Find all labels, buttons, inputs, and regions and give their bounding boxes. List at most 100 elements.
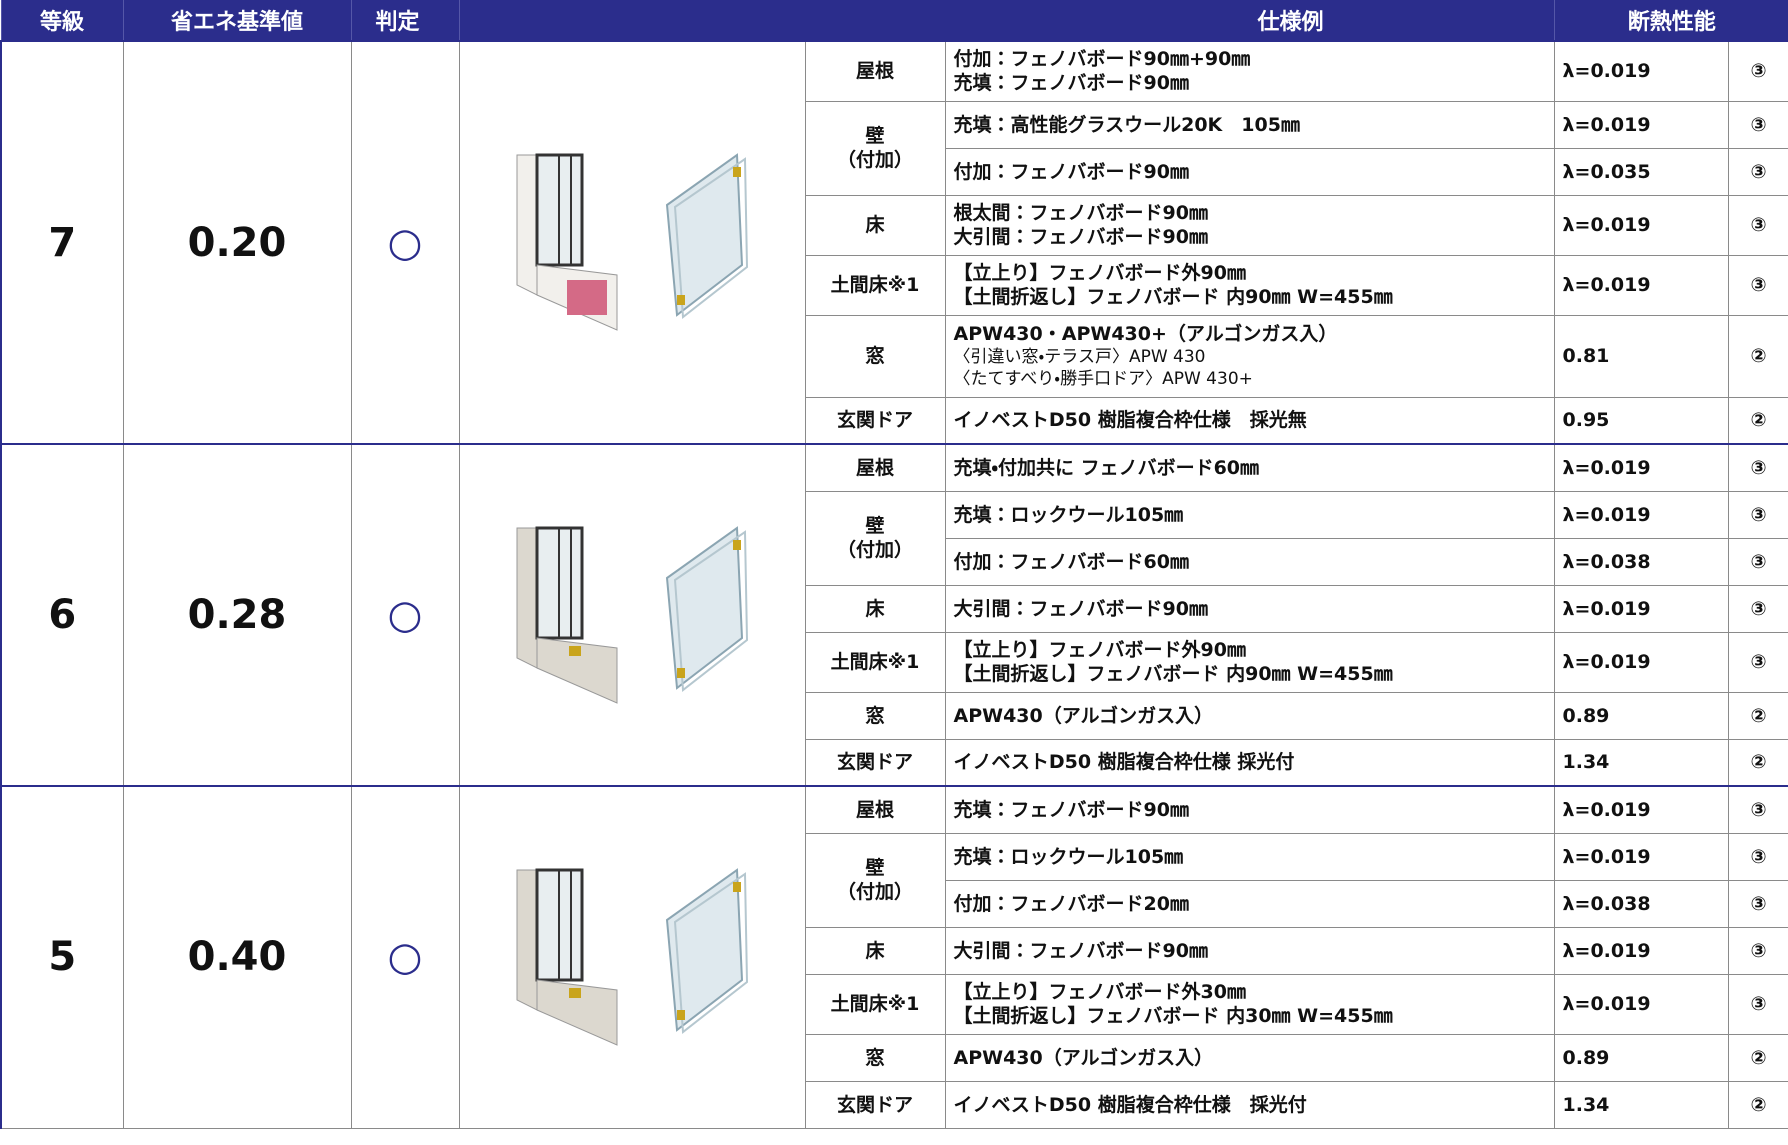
part-label: 玄関ドア <box>836 1093 913 1116</box>
standard-value: 0.40 <box>122 785 352 1129</box>
part-label: 壁 <box>865 125 885 147</box>
rating: ③ <box>1727 973 1788 1035</box>
spec-row: 土間床※1 【立上り】フェノバボード外30㎜ 【土間折返し】フェノバボード 内30㎜… <box>1 973 1788 1035</box>
standard-value: 0.20 <box>122 40 352 445</box>
part: 壁（付加） <box>804 490 946 586</box>
spec-line: 大引間：フェノバボード90㎜ <box>953 597 1208 620</box>
spec-row: 玄関ドア イノベストD50 樹脂複合枠仕様 採光無 0.95 ② <box>1 396 1788 445</box>
rating: ② <box>1727 396 1788 445</box>
table-body: 7 0.20 ○ 屋根 付加：フェノバボード90㎜+90㎜ 充填：フェノバボード90㎜ λ=… <box>0 40 1788 1129</box>
rating: ③ <box>1727 631 1788 693</box>
performance: λ=0.019 <box>1553 926 1729 975</box>
part-label: 屋根 <box>855 456 894 479</box>
rating: ③ <box>1727 537 1788 586</box>
spec-row: 玄関ドア イノベストD50 樹脂複合枠仕様 採光付 1.34 ② <box>1 738 1788 787</box>
header-spec: 仕様例 <box>458 0 1555 41</box>
grade: 6 <box>0 443 124 787</box>
spec-row: 玄関ドア イノベストD50 樹脂複合枠仕様 採光付 1.34 ② <box>1 1080 1788 1129</box>
spec: 充填：フェノバボード90㎜ <box>944 785 1555 834</box>
window-illustration <box>516 153 749 331</box>
spec: イノベストD50 樹脂複合枠仕様 採光無 <box>944 396 1555 445</box>
spec-row: 土間床※1 【立上り】フェノバボード外90㎜ 【土間折返し】フェノバボード 内90㎜… <box>1 254 1788 316</box>
spec-row: 壁（付加） 充填：ロックウール105㎜ λ=0.019 ③ <box>1 832 1788 928</box>
spec: 充填：ロックウール105㎜ <box>944 490 1555 539</box>
spec-row: 窓 APW430（アルゴンガス入） 0.89 ② <box>1 1033 1788 1082</box>
spec-line: 充填：高性能グラスウール20K 105㎜ <box>953 113 1300 136</box>
spec: APW430・APW430+（アルゴンガス入） 〈引違い窓・テラス戸〉APW 43… <box>944 314 1555 398</box>
rating: ③ <box>1727 926 1788 975</box>
part-label: 床 <box>865 597 885 620</box>
window-illustration <box>516 525 749 704</box>
spec-line: 【土間折返し】フェノバボード 内90㎜ W=455㎜ <box>953 663 1393 685</box>
performance: λ=0.019 <box>1553 973 1729 1035</box>
part: 玄関ドア <box>804 738 946 787</box>
part: 屋根 <box>804 785 946 834</box>
rating: ③ <box>1727 100 1788 149</box>
part-label: （付加） <box>836 881 913 903</box>
grade: 7 <box>0 40 124 445</box>
product-images <box>458 443 806 787</box>
part: 床 <box>804 926 946 975</box>
spec-line: 付加：フェノバボード90㎜ <box>953 160 1189 183</box>
rating: ③ <box>1727 832 1788 881</box>
header-grade: 等級 <box>0 0 123 41</box>
spec: 【立上り】フェノバボード外30㎜ 【土間折返し】フェノバボード 内30㎜ W=45… <box>944 973 1555 1035</box>
performance: λ=0.038 <box>1553 537 1729 586</box>
product-images <box>458 40 806 445</box>
spec-line: 【土間折返し】フェノバボード 内90㎜ W=455㎜ <box>953 286 1393 308</box>
part-label: 玄関ドア <box>836 751 913 774</box>
part-label: 壁 <box>865 515 885 537</box>
part-label: （付加） <box>836 539 913 561</box>
judgement: ○ <box>350 785 460 1129</box>
spec-line: 【立上り】フェノバボード外90㎜ <box>953 262 1246 284</box>
spec: 充填・付加共に フェノバボード60㎜ <box>944 443 1555 492</box>
rating: ② <box>1727 1033 1788 1082</box>
part: 土間床※1 <box>804 631 946 693</box>
spec: 付加：フェノバボード90㎜ <box>944 147 1555 196</box>
rating: ③ <box>1727 584 1788 633</box>
performance: λ=0.019 <box>1553 443 1729 492</box>
spec-line: 大引間：フェノバボード90㎜ <box>953 226 1208 248</box>
part: 窓 <box>804 1033 946 1082</box>
part-label: 床 <box>865 214 885 236</box>
spec-row: 床根太間：フェノバボード90㎜ 大引間：フェノバボード90㎜ λ=0.019 ③ <box>1 194 1788 256</box>
spec: APW430（アルゴンガス入） <box>944 691 1555 740</box>
spec-line: 【立上り】フェノバボード外30㎜ <box>953 981 1246 1003</box>
part: 土間床※1 <box>804 254 946 316</box>
judgement: ○ <box>350 443 460 787</box>
spec-row: 壁（付加） 充填：高性能グラスウール20K 105㎜ λ=0.019 ③ <box>1 100 1788 196</box>
spec: 根太間：フェノバボード90㎜ 大引間：フェノバボード90㎜ <box>944 194 1555 256</box>
spec-row: 壁（付加） 充填：ロックウール105㎜ λ=0.019 ③ <box>1 490 1788 586</box>
product-images <box>458 785 806 1129</box>
grade: 5 <box>0 785 124 1129</box>
part-label: 土間床※1 <box>830 651 920 673</box>
spec: 大引間：フェノバボード90㎜ <box>944 926 1555 975</box>
spec-line: 付加：フェノバボード90㎜+90㎜ <box>953 48 1251 71</box>
spec-line: 【土間折返し】フェノバボード 内30㎜ W=455㎜ <box>953 1005 1393 1027</box>
part-label: 窓 <box>865 704 885 727</box>
spec-row: 6 0.28 ○ 屋根 充填・付加共に フェノバボード60㎜ λ=0.019 ③ <box>0 443 1788 787</box>
part: 屋根 <box>804 443 946 492</box>
header-standard: 省エネ基準値 <box>122 0 351 41</box>
spec-line: 根太間：フェノバボード90㎜ <box>953 202 1208 224</box>
spec-line: 充填・付加共に フェノバボード60㎜ <box>953 456 1260 479</box>
part: 壁（付加） <box>804 832 946 928</box>
spec: APW430（アルゴンガス入） <box>944 1033 1555 1082</box>
rating: ③ <box>1727 490 1788 539</box>
spec-line: 【立上り】フェノバボード外90㎜ <box>953 639 1246 661</box>
rating: ② <box>1727 1080 1788 1129</box>
part-label: 土間床※1 <box>830 274 920 296</box>
performance: λ=0.019 <box>1553 490 1729 539</box>
performance: λ=0.019 <box>1553 254 1729 316</box>
rating: ③ <box>1727 147 1788 196</box>
part: 玄関ドア <box>804 1080 946 1129</box>
spec: 【立上り】フェノバボード外90㎜ 【土間折返し】フェノバボード 内90㎜ W=45… <box>944 254 1555 316</box>
spec-line: 充填：ロックウール105㎜ <box>953 503 1184 526</box>
performance: λ=0.038 <box>1553 879 1729 928</box>
spec: 付加：フェノバボード90㎜+90㎜ 充填：フェノバボード90㎜ <box>944 40 1555 102</box>
part-label: 壁 <box>865 857 885 879</box>
spec-line: APW430（アルゴンガス入） <box>953 1046 1214 1069</box>
part: 窓 <box>804 314 946 398</box>
performance: λ=0.019 <box>1553 832 1729 881</box>
performance: λ=0.019 <box>1553 631 1729 693</box>
